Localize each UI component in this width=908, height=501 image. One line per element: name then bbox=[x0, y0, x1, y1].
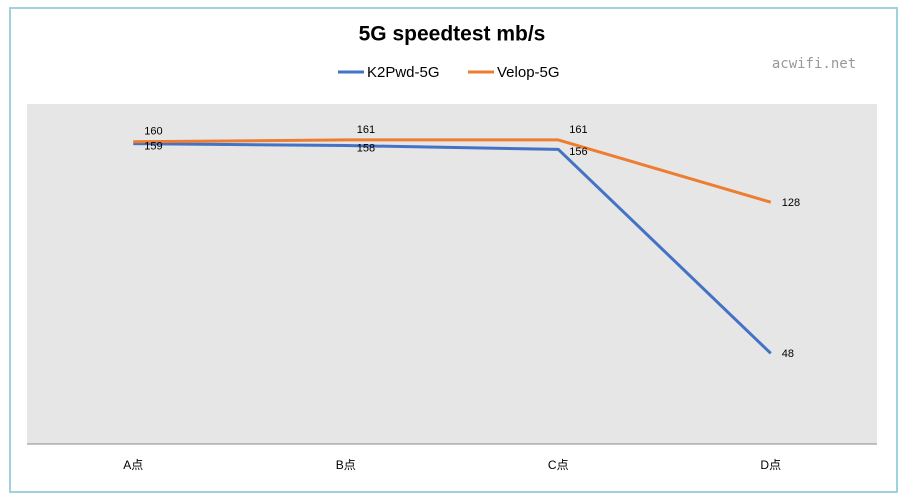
x-tick-label: D点 bbox=[760, 458, 781, 472]
x-tick-label: B点 bbox=[336, 458, 356, 472]
legend: K2Pwd-5G Velop-5G bbox=[338, 64, 560, 81]
data-label: 159 bbox=[144, 141, 162, 153]
x-tick-label: C点 bbox=[548, 458, 569, 472]
data-label: 156 bbox=[569, 146, 587, 158]
series-line bbox=[133, 138, 772, 204]
data-label: 128 bbox=[782, 197, 800, 209]
x-tick-label: A点 bbox=[123, 458, 143, 472]
data-label: 48 bbox=[782, 348, 794, 360]
data-label: 161 bbox=[569, 124, 587, 136]
series-line bbox=[133, 142, 772, 355]
watermark: acwifi.net bbox=[772, 56, 856, 72]
data-label: 158 bbox=[357, 142, 375, 154]
data-label: 161 bbox=[357, 124, 375, 136]
plot-area bbox=[27, 104, 877, 444]
chart-title: 5G speedtest mb/s bbox=[359, 23, 546, 46]
data-label: 160 bbox=[144, 126, 162, 138]
legend-label: Velop-5G bbox=[497, 64, 560, 81]
legend-label: K2Pwd-5G bbox=[367, 64, 440, 81]
